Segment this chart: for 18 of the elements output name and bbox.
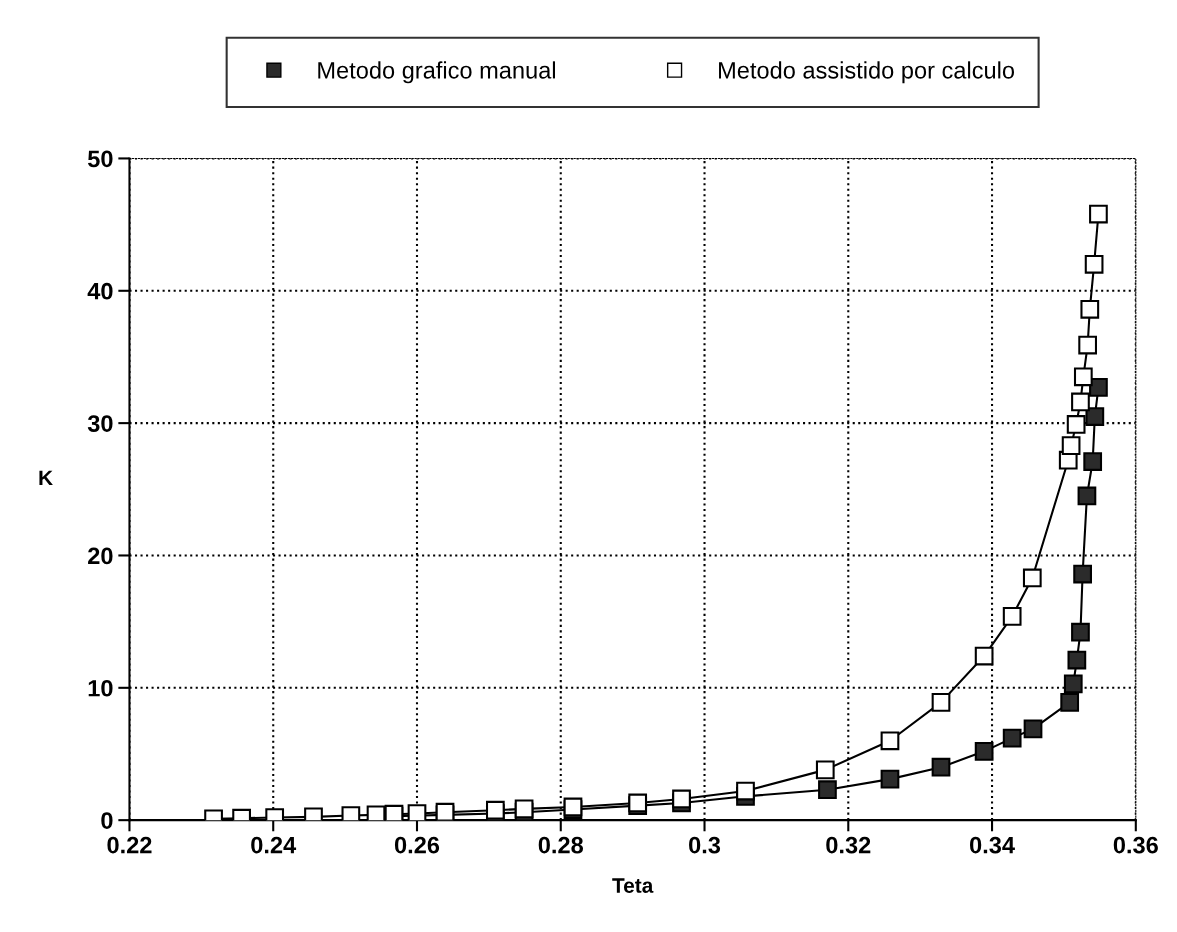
y-tick-label: 0 [101,812,113,829]
y-tick-label: 10 [88,679,113,697]
x-tick-label: 0.26 [394,836,440,854]
y-tick-label: 40 [87,282,113,300]
x-axis-title: Teta [612,878,654,893]
x-tick-label: 0.22 [107,836,152,854]
x-tick-label: 0.3 [689,836,721,854]
x-tick-label: 0.24 [251,836,297,854]
y-tick-label: 50 [87,150,113,168]
legend-label: Metodo assistido por calculo [719,61,1015,84]
x-tick-label: 0.36 [1113,836,1158,854]
y-axis-title: K [39,470,53,485]
legend-label: Metodo grafico manual [318,61,555,84]
x-tick-label: 0.32 [826,836,871,854]
y-tick-label: 30 [87,415,113,432]
x-tick-label: 0.34 [970,836,1015,854]
x-tick-label: 0.28 [538,836,584,854]
y-tick-label: 20 [88,547,113,565]
